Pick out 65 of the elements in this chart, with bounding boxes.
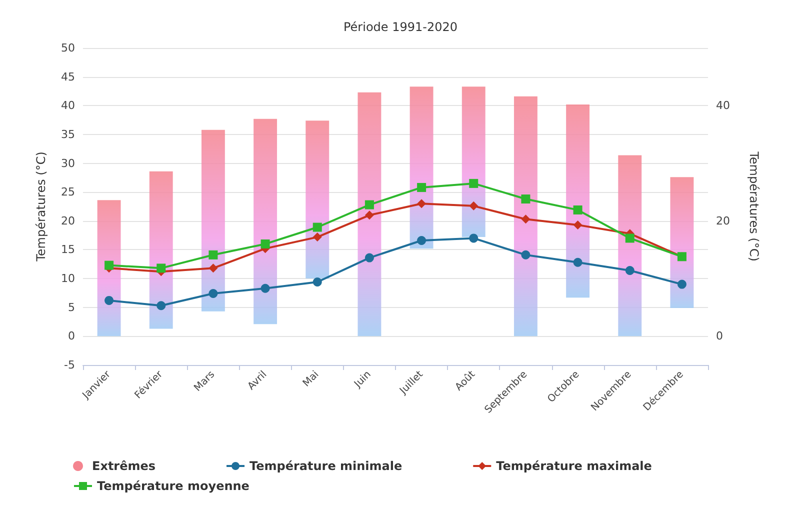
point: [521, 194, 530, 204]
y-tick-label: 40: [61, 99, 75, 112]
y-tick-label: 5: [68, 300, 75, 314]
y-tick-label: 20: [61, 214, 75, 228]
point: [364, 200, 374, 210]
point: [364, 253, 374, 262]
point: [469, 201, 478, 210]
point: [469, 234, 478, 243]
point: [625, 266, 634, 275]
point: [156, 264, 166, 273]
y2-tick-label: 40: [716, 99, 730, 112]
y-tick-label: 10: [61, 272, 75, 286]
bar: [514, 96, 538, 336]
y-axis-title: Températures (°C): [34, 152, 48, 262]
y2-axis-title: Températures (°C): [747, 150, 761, 262]
legend-label: Température maximale: [496, 459, 652, 473]
y-tick-label: 25: [61, 186, 75, 199]
bar: [97, 200, 121, 336]
legend-label: Extrêmes: [92, 459, 156, 473]
point: [156, 301, 166, 310]
point: [260, 284, 270, 293]
point: [312, 232, 322, 242]
point: [573, 258, 582, 267]
bar: [201, 130, 225, 312]
y2-tick-label: 0: [716, 330, 723, 343]
point: [521, 250, 530, 260]
x-tick-label: Mai: [301, 369, 322, 390]
y-tick-label: 0: [68, 330, 75, 343]
bar: [566, 104, 590, 298]
bar: [358, 92, 382, 336]
legend-label: Température moyenne: [97, 479, 250, 493]
y-tick-label: 15: [61, 243, 75, 256]
point: [625, 234, 634, 243]
point: [417, 236, 426, 246]
point: [260, 239, 270, 248]
bar: [410, 86, 434, 249]
bar: [618, 155, 642, 336]
point: [104, 296, 114, 305]
point: [208, 289, 218, 298]
y-tick-label: 35: [61, 128, 75, 141]
point: [208, 264, 218, 273]
point: [312, 278, 322, 286]
y2-tick-label: 20: [716, 214, 730, 228]
bar: [462, 86, 486, 238]
y-tick-label: 50: [61, 42, 75, 54]
point: [417, 182, 426, 192]
point: [677, 280, 686, 289]
point: [208, 250, 218, 260]
y-tick-label: -5: [64, 358, 75, 372]
point: [521, 214, 530, 224]
y-tick-label: 45: [61, 70, 75, 84]
bar: [670, 177, 694, 308]
legend-label: Température minimale: [250, 459, 402, 473]
point: [573, 220, 582, 230]
chart-title: Période 1991-2020: [343, 20, 458, 34]
point: [104, 260, 114, 270]
point: [469, 178, 478, 188]
point: [573, 205, 582, 214]
y-tick-label: 30: [61, 156, 75, 170]
bar: [149, 171, 173, 329]
bar: [306, 120, 330, 279]
point: [312, 222, 322, 232]
bar: [254, 118, 278, 324]
point: [417, 199, 426, 208]
point: [364, 210, 374, 220]
